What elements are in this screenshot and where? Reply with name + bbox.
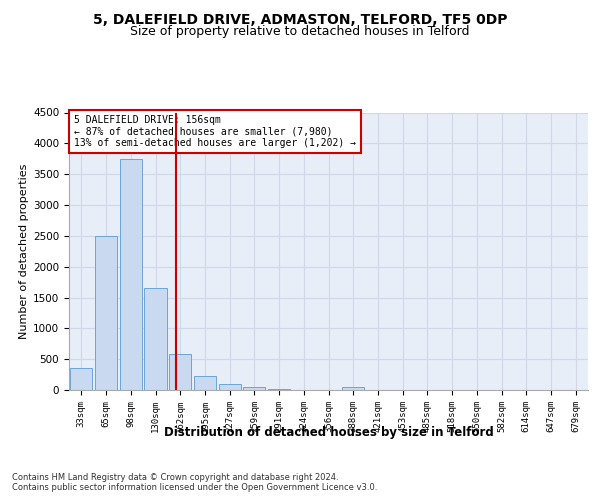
- Text: 5, DALEFIELD DRIVE, ADMASTON, TELFORD, TF5 0DP: 5, DALEFIELD DRIVE, ADMASTON, TELFORD, T…: [93, 12, 507, 26]
- Bar: [342, 387, 364, 390]
- Text: Size of property relative to detached houses in Telford: Size of property relative to detached ho…: [130, 25, 470, 38]
- Text: Contains HM Land Registry data © Crown copyright and database right 2024.
Contai: Contains HM Land Registry data © Crown c…: [12, 472, 377, 492]
- Text: Distribution of detached houses by size in Telford: Distribution of detached houses by size …: [164, 426, 494, 439]
- Bar: [194, 376, 216, 390]
- Bar: [95, 236, 117, 390]
- Y-axis label: Number of detached properties: Number of detached properties: [19, 164, 29, 339]
- Bar: [70, 368, 92, 390]
- Bar: [145, 288, 167, 390]
- Text: 5 DALEFIELD DRIVE: 156sqm
← 87% of detached houses are smaller (7,980)
13% of se: 5 DALEFIELD DRIVE: 156sqm ← 87% of detac…: [74, 116, 356, 148]
- Bar: [243, 386, 265, 390]
- Bar: [119, 159, 142, 390]
- Bar: [218, 384, 241, 390]
- Bar: [169, 354, 191, 390]
